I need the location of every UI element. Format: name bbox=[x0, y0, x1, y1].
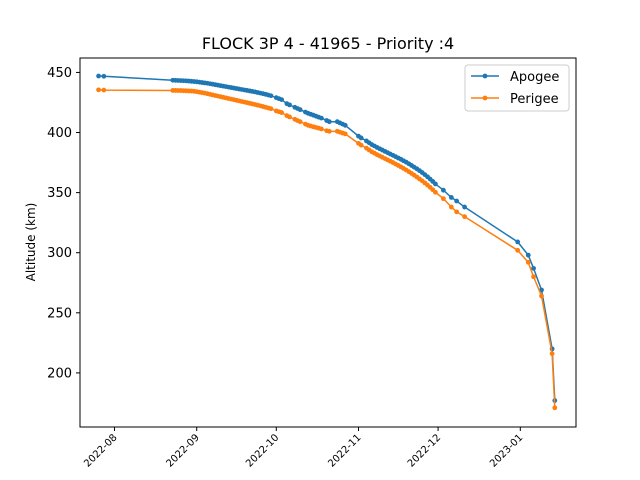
apogee-point bbox=[454, 198, 460, 204]
apogee-point bbox=[440, 187, 446, 193]
y-axis: 200 250 300 350 400 450 bbox=[47, 66, 80, 381]
y-tick-label: 450 bbox=[47, 66, 72, 81]
apogee-point bbox=[358, 135, 364, 141]
apogee-point bbox=[462, 204, 467, 210]
perigee-point bbox=[539, 293, 544, 299]
apogee-point bbox=[279, 97, 284, 102]
y-tick-label: 300 bbox=[47, 246, 72, 261]
apogee-point bbox=[531, 265, 536, 271]
y-tick-label: 200 bbox=[47, 366, 72, 381]
perigee-point bbox=[297, 119, 303, 125]
perigee-point bbox=[96, 87, 101, 93]
apogee-point bbox=[433, 181, 438, 187]
perigee-point bbox=[326, 128, 332, 134]
apogee-point bbox=[525, 252, 531, 258]
apogee-point bbox=[268, 93, 274, 99]
chart-title: FLOCK 3P 4 - 41965 - Priority :4 bbox=[202, 34, 454, 53]
perigee-point bbox=[358, 142, 364, 148]
apogee-point bbox=[297, 107, 303, 113]
perigee-point bbox=[287, 114, 292, 120]
plot-frame bbox=[79, 57, 577, 428]
series-perigee bbox=[96, 87, 558, 411]
perigee-point bbox=[549, 351, 555, 357]
y-tick-label: 400 bbox=[47, 126, 72, 141]
apogee-point bbox=[326, 119, 332, 125]
apogee-point bbox=[318, 115, 324, 121]
perigee-point bbox=[279, 110, 284, 115]
perigee-point bbox=[268, 106, 274, 112]
plot-area bbox=[96, 73, 558, 411]
perigee-point bbox=[101, 87, 107, 93]
legend-apogee-label: Apogee bbox=[510, 70, 559, 85]
apogee-point bbox=[342, 122, 348, 128]
perigee-point bbox=[531, 274, 536, 280]
apogee-point bbox=[96, 73, 101, 79]
legend-apogee-marker bbox=[482, 73, 488, 79]
y-tick-label: 350 bbox=[47, 186, 72, 201]
perigee-point bbox=[454, 209, 460, 215]
perigee-point bbox=[525, 259, 531, 265]
apogee-point bbox=[101, 73, 107, 79]
perigee-point bbox=[440, 196, 446, 202]
perigee-point bbox=[448, 204, 454, 210]
perigee-point bbox=[318, 126, 324, 132]
apogee-point bbox=[515, 239, 521, 245]
perigee-point bbox=[515, 247, 521, 253]
perigee-point bbox=[552, 405, 558, 411]
apogee-point bbox=[448, 195, 454, 200]
y-axis-label: Altitude (km) bbox=[24, 203, 38, 282]
legend-perigee-label: Perigee bbox=[510, 92, 559, 107]
legend: Apogee Perigee bbox=[464, 64, 570, 112]
perigee-point bbox=[342, 131, 348, 137]
perigee-point bbox=[433, 189, 438, 195]
apogee-point bbox=[287, 102, 292, 108]
perigee-point bbox=[462, 214, 467, 220]
y-tick-label: 250 bbox=[47, 306, 72, 321]
series-apogee bbox=[96, 73, 558, 403]
legend-perigee-marker bbox=[482, 95, 488, 101]
